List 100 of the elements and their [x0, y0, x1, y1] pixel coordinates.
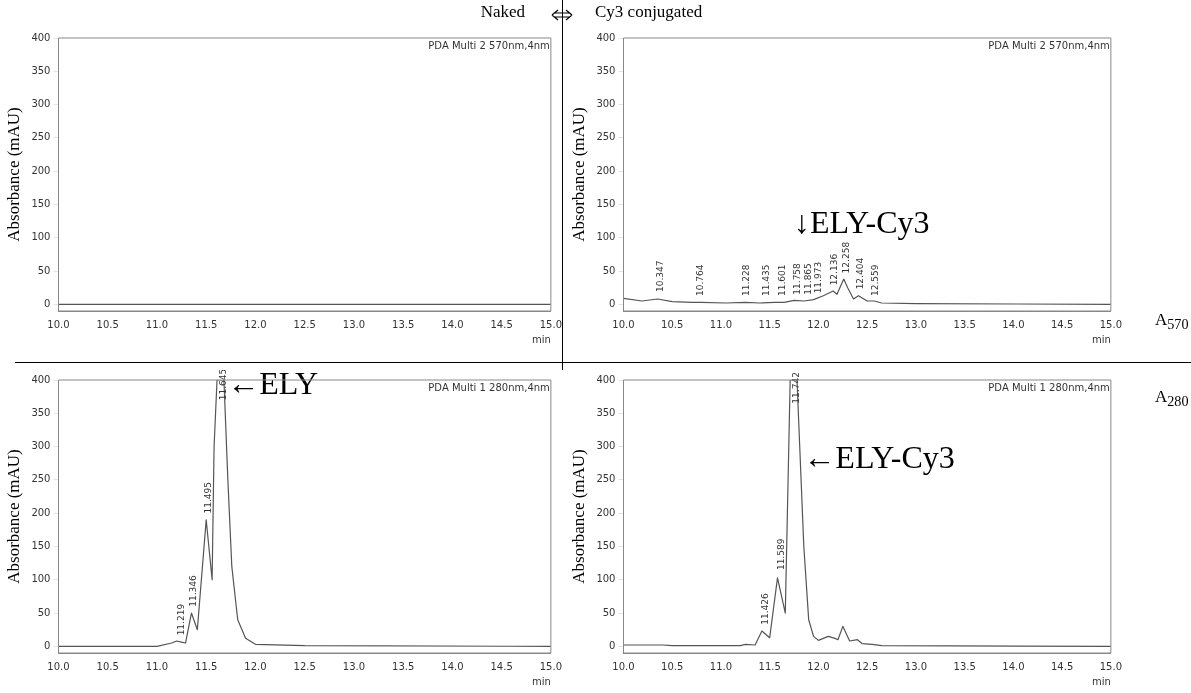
chart-subtitle: PDA Multi 2 570nm,4nm [988, 39, 1110, 51]
x-tick-label: 12.5 [293, 318, 316, 330]
chart-title: Naked [480, 2, 525, 22]
x-tick-label: 14.5 [1051, 318, 1074, 330]
annotation: ↓ELY-Cy3 [794, 203, 930, 240]
y-tick-label: 200 [31, 164, 51, 176]
x-tick-label: 10.5 [96, 318, 119, 330]
x-tick-label: 11.0 [145, 318, 169, 330]
y-tick-label: 400 [596, 31, 616, 43]
y-axis-title: Absorbance (mAU) [3, 107, 23, 242]
annotation: ←ELY-Cy3 [803, 438, 955, 475]
y-tick-label: 350 [596, 406, 616, 418]
chart-subtitle: PDA Multi 1 280nm,4nm [988, 381, 1110, 393]
x-tick-label: 11.5 [195, 660, 218, 672]
y-tick-label: 50 [37, 264, 51, 276]
y-tick-label: 350 [31, 64, 51, 76]
annotation: 12.258 [840, 241, 851, 274]
y-tick-label: 400 [31, 373, 51, 385]
x-tick-label: 13.5 [953, 318, 976, 330]
x-tick-label: 15.0 [539, 660, 562, 672]
y-tick-label: 0 [44, 639, 51, 651]
y-tick-label: 200 [31, 506, 51, 518]
y-tick-label: 50 [602, 606, 616, 618]
y-tick-label: 150 [596, 198, 616, 210]
x-tick-label: 12.0 [244, 660, 267, 672]
y-tick-label: 100 [596, 573, 616, 585]
x-tick-label: 10.0 [612, 318, 635, 330]
x-tick-label: 12.0 [807, 318, 830, 330]
y-tick-label: 250 [596, 473, 616, 485]
y-tick-label: 300 [596, 98, 616, 110]
annotation: 12.136 [829, 253, 840, 286]
x-tick-label: 10.5 [661, 318, 684, 330]
annotation: 11.758 [792, 262, 803, 295]
y-tick-label: 50 [37, 606, 51, 618]
y-tick-label: 300 [31, 440, 51, 452]
x-tick-label: 13.0 [904, 660, 928, 672]
x-tick-label: 10.5 [96, 660, 119, 672]
y-tick-label: 250 [596, 131, 616, 143]
x-tick-label: 11.5 [758, 318, 781, 330]
x-tick-label: 12.5 [856, 318, 879, 330]
y-tick-label: 200 [596, 506, 616, 518]
x-axis-title: min [532, 675, 551, 687]
annotation: 11.435 [760, 264, 771, 297]
x-axis-title: min [532, 333, 551, 345]
annotation: ←ELY [227, 365, 319, 402]
y-tick-label: 350 [596, 64, 616, 76]
y-axis-title: Absorbance (mAU) [3, 449, 23, 584]
y-tick-label: 400 [31, 31, 51, 43]
x-tick-label: 14.0 [441, 318, 464, 330]
y-tick-label: 300 [31, 98, 51, 110]
y-tick-label: 200 [596, 164, 616, 176]
annotation: 11.495 [203, 482, 214, 514]
y-tick-label: 250 [31, 473, 51, 485]
x-tick-label: 13.0 [342, 660, 366, 672]
x-tick-label: 11.5 [758, 660, 781, 672]
x-tick-label: 13.0 [342, 318, 366, 330]
chart-title: Cy3 conjugated [595, 2, 703, 22]
chart-subtitle: PDA Multi 1 280nm,4nm [428, 381, 550, 393]
x-tick-label: 14.0 [1002, 318, 1025, 330]
annotation: 11.219 [175, 603, 186, 636]
x-tick-label: 13.5 [392, 660, 415, 672]
y-tick-label: 0 [609, 297, 616, 309]
x-tick-label: 13.5 [392, 318, 415, 330]
x-tick-label: 15.0 [1099, 660, 1122, 672]
annotation: 11.645 [217, 368, 228, 401]
x-tick-label: 10.0 [47, 660, 70, 672]
x-axis-title: min [1092, 675, 1111, 687]
x-tick-label: 12.5 [856, 660, 879, 672]
x-tick-label: 15.0 [539, 318, 562, 330]
y-tick-label: 50 [602, 264, 616, 276]
x-tick-label: 10.0 [47, 318, 70, 330]
x-tick-label: 12.5 [293, 660, 316, 672]
y-tick-label: 100 [596, 231, 616, 243]
y-tick-label: 350 [31, 406, 51, 418]
annotation: 10.764 [695, 264, 706, 297]
annotation: 11.228 [740, 264, 751, 297]
annotation: 11.346 [188, 574, 199, 607]
x-tick-label: 11.0 [145, 660, 169, 672]
x-tick-label: 11.0 [709, 660, 733, 672]
text: A$_{570}$ [1155, 310, 1189, 334]
y-tick-label: 400 [596, 373, 616, 385]
x-tick-label: 15.0 [1099, 318, 1122, 330]
y-tick-label: 0 [609, 639, 616, 651]
y-tick-label: 150 [31, 198, 51, 210]
x-tick-label: 12.0 [244, 318, 267, 330]
annotation: 12.404 [855, 257, 866, 290]
annotation: 12.559 [870, 264, 881, 297]
x-tick-label: 10.0 [612, 660, 635, 672]
y-tick-label: 150 [596, 540, 616, 552]
chart-subtitle: PDA Multi 2 570nm,4nm [428, 39, 550, 51]
x-tick-label: 11.5 [195, 318, 218, 330]
x-tick-label: 14.0 [441, 660, 464, 672]
x-tick-label: 13.5 [953, 660, 976, 672]
x-tick-label: 14.5 [490, 318, 513, 330]
y-tick-label: 150 [31, 540, 51, 552]
x-tick-label: 12.0 [807, 660, 830, 672]
x-tick-label: 13.0 [904, 318, 928, 330]
annotation: 10.347 [654, 260, 665, 293]
annotation: 11.742 [790, 372, 801, 404]
x-tick-label: 14.5 [490, 660, 513, 672]
